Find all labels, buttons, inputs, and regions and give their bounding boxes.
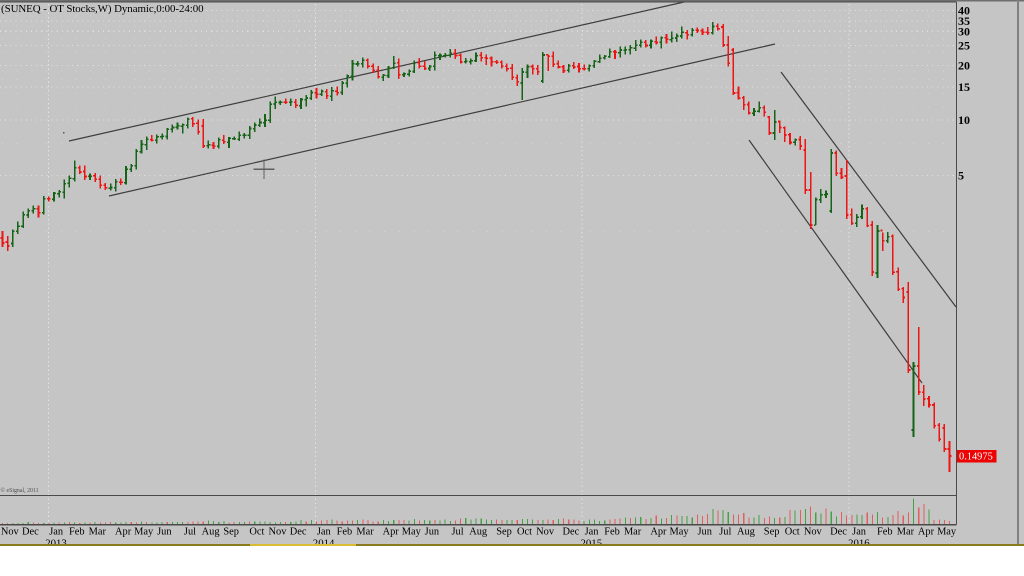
svg-text:Nov: Nov [1, 526, 20, 537]
svg-text:Apr: Apr [650, 526, 667, 537]
svg-text:Apr: Apr [918, 526, 935, 537]
svg-text:Jun: Jun [425, 526, 440, 537]
svg-text:Feb: Feb [337, 526, 353, 537]
svg-text:Jan: Jan [317, 526, 332, 537]
svg-text:Jun: Jun [697, 526, 712, 537]
svg-text:Nov: Nov [804, 526, 823, 537]
svg-text:35: 35 [958, 14, 970, 28]
svg-text:5: 5 [958, 169, 964, 183]
svg-text:© eSignal, 2011: © eSignal, 2011 [1, 487, 39, 494]
svg-text:Sep: Sep [223, 526, 239, 537]
svg-text:May: May [402, 526, 422, 537]
svg-text:40: 40 [958, 4, 970, 18]
svg-text:Feb: Feb [877, 526, 893, 537]
svg-text:May: May [937, 526, 957, 537]
svg-text:May: May [669, 526, 689, 537]
svg-text:Dec: Dec [22, 526, 39, 537]
svg-text:Sep: Sep [764, 526, 780, 537]
svg-text:25: 25 [958, 39, 970, 53]
svg-text:Jul: Jul [184, 526, 196, 537]
svg-text:Feb: Feb [604, 526, 620, 537]
svg-text:Apr: Apr [383, 526, 400, 537]
svg-text:Dec: Dec [290, 526, 307, 537]
svg-text:30: 30 [958, 24, 970, 38]
svg-text:Aug: Aug [737, 526, 755, 537]
svg-text:15: 15 [958, 80, 970, 94]
svg-text:Dec: Dec [830, 526, 847, 537]
svg-text:Aug: Aug [202, 526, 220, 537]
svg-text:Aug: Aug [469, 526, 487, 537]
svg-text:10: 10 [958, 113, 970, 127]
svg-text:Apr: Apr [115, 526, 132, 537]
svg-text:Mar: Mar [897, 526, 915, 537]
svg-text:Feb: Feb [69, 526, 85, 537]
svg-text:Mar: Mar [624, 526, 642, 537]
svg-text:Oct: Oct [249, 526, 264, 537]
svg-text:Jan: Jan [49, 526, 64, 537]
svg-text:Jan: Jan [585, 526, 600, 537]
svg-text:Mar: Mar [89, 526, 107, 537]
svg-text:Mar: Mar [356, 526, 374, 537]
svg-text:(SUNEQ - OT Stocks,W) Dynamic,: (SUNEQ - OT Stocks,W) Dynamic,0:00-24:00 [1, 3, 204, 15]
svg-text:0.14975: 0.14975 [959, 452, 993, 463]
svg-text:Jun: Jun [157, 526, 172, 537]
svg-text:Sep: Sep [496, 526, 512, 537]
svg-text:Nov: Nov [269, 526, 288, 537]
svg-text:20: 20 [958, 59, 970, 73]
svg-text:Nov: Nov [536, 526, 555, 537]
svg-text:Jul: Jul [452, 526, 464, 537]
svg-text:Jan: Jan [852, 526, 867, 537]
svg-text:May: May [134, 526, 154, 537]
svg-text:Oct: Oct [785, 526, 800, 537]
svg-text:Dec: Dec [563, 526, 580, 537]
svg-text:Jul: Jul [719, 526, 731, 537]
svg-text:Oct: Oct [517, 526, 532, 537]
